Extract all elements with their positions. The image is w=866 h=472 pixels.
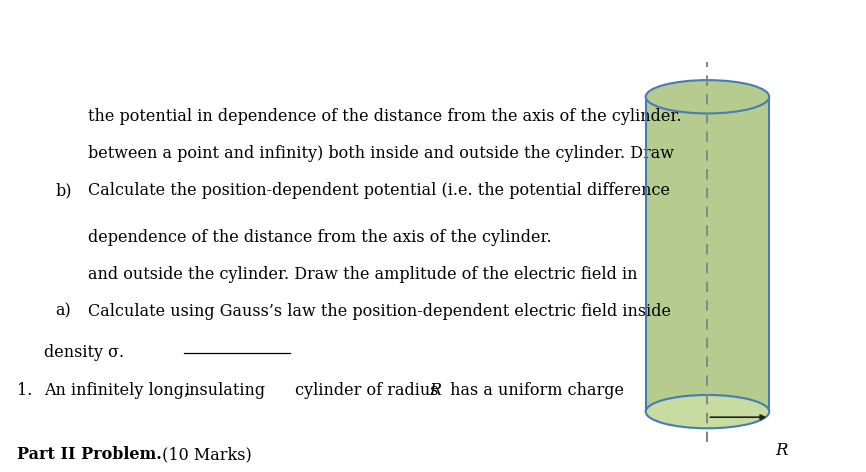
Text: R: R [775,442,788,459]
Text: R: R [430,381,442,398]
Text: Part II Problem.: Part II Problem. [17,447,162,464]
Text: cylinder of radius: cylinder of radius [290,381,443,398]
Text: has a uniform charge: has a uniform charge [445,381,624,398]
Text: Calculate the position-dependent potential (i.e. the potential difference: Calculate the position-dependent potenti… [88,183,670,200]
Text: between a point and infinity) both inside and outside the cylinder. Draw: between a point and infinity) both insid… [88,145,675,162]
Text: b): b) [55,183,72,200]
Text: (10 Marks): (10 Marks) [157,447,252,464]
Polygon shape [646,97,769,412]
Ellipse shape [646,80,769,113]
Text: 1.: 1. [17,381,32,398]
Text: An infinitely long,: An infinitely long, [44,381,195,398]
Text: insulating: insulating [184,381,265,398]
Text: density σ.: density σ. [44,345,125,362]
Text: and outside the cylinder. Draw the amplitude of the electric field in: and outside the cylinder. Draw the ampli… [88,266,637,283]
Ellipse shape [646,395,769,428]
Text: the potential in dependence of the distance from the axis of the cylinder.: the potential in dependence of the dista… [88,109,682,126]
Text: dependence of the distance from the axis of the cylinder.: dependence of the distance from the axis… [88,229,552,246]
Text: Calculate using Gauss’s law the position-dependent electric field inside: Calculate using Gauss’s law the position… [88,303,671,320]
Text: a): a) [55,303,71,320]
